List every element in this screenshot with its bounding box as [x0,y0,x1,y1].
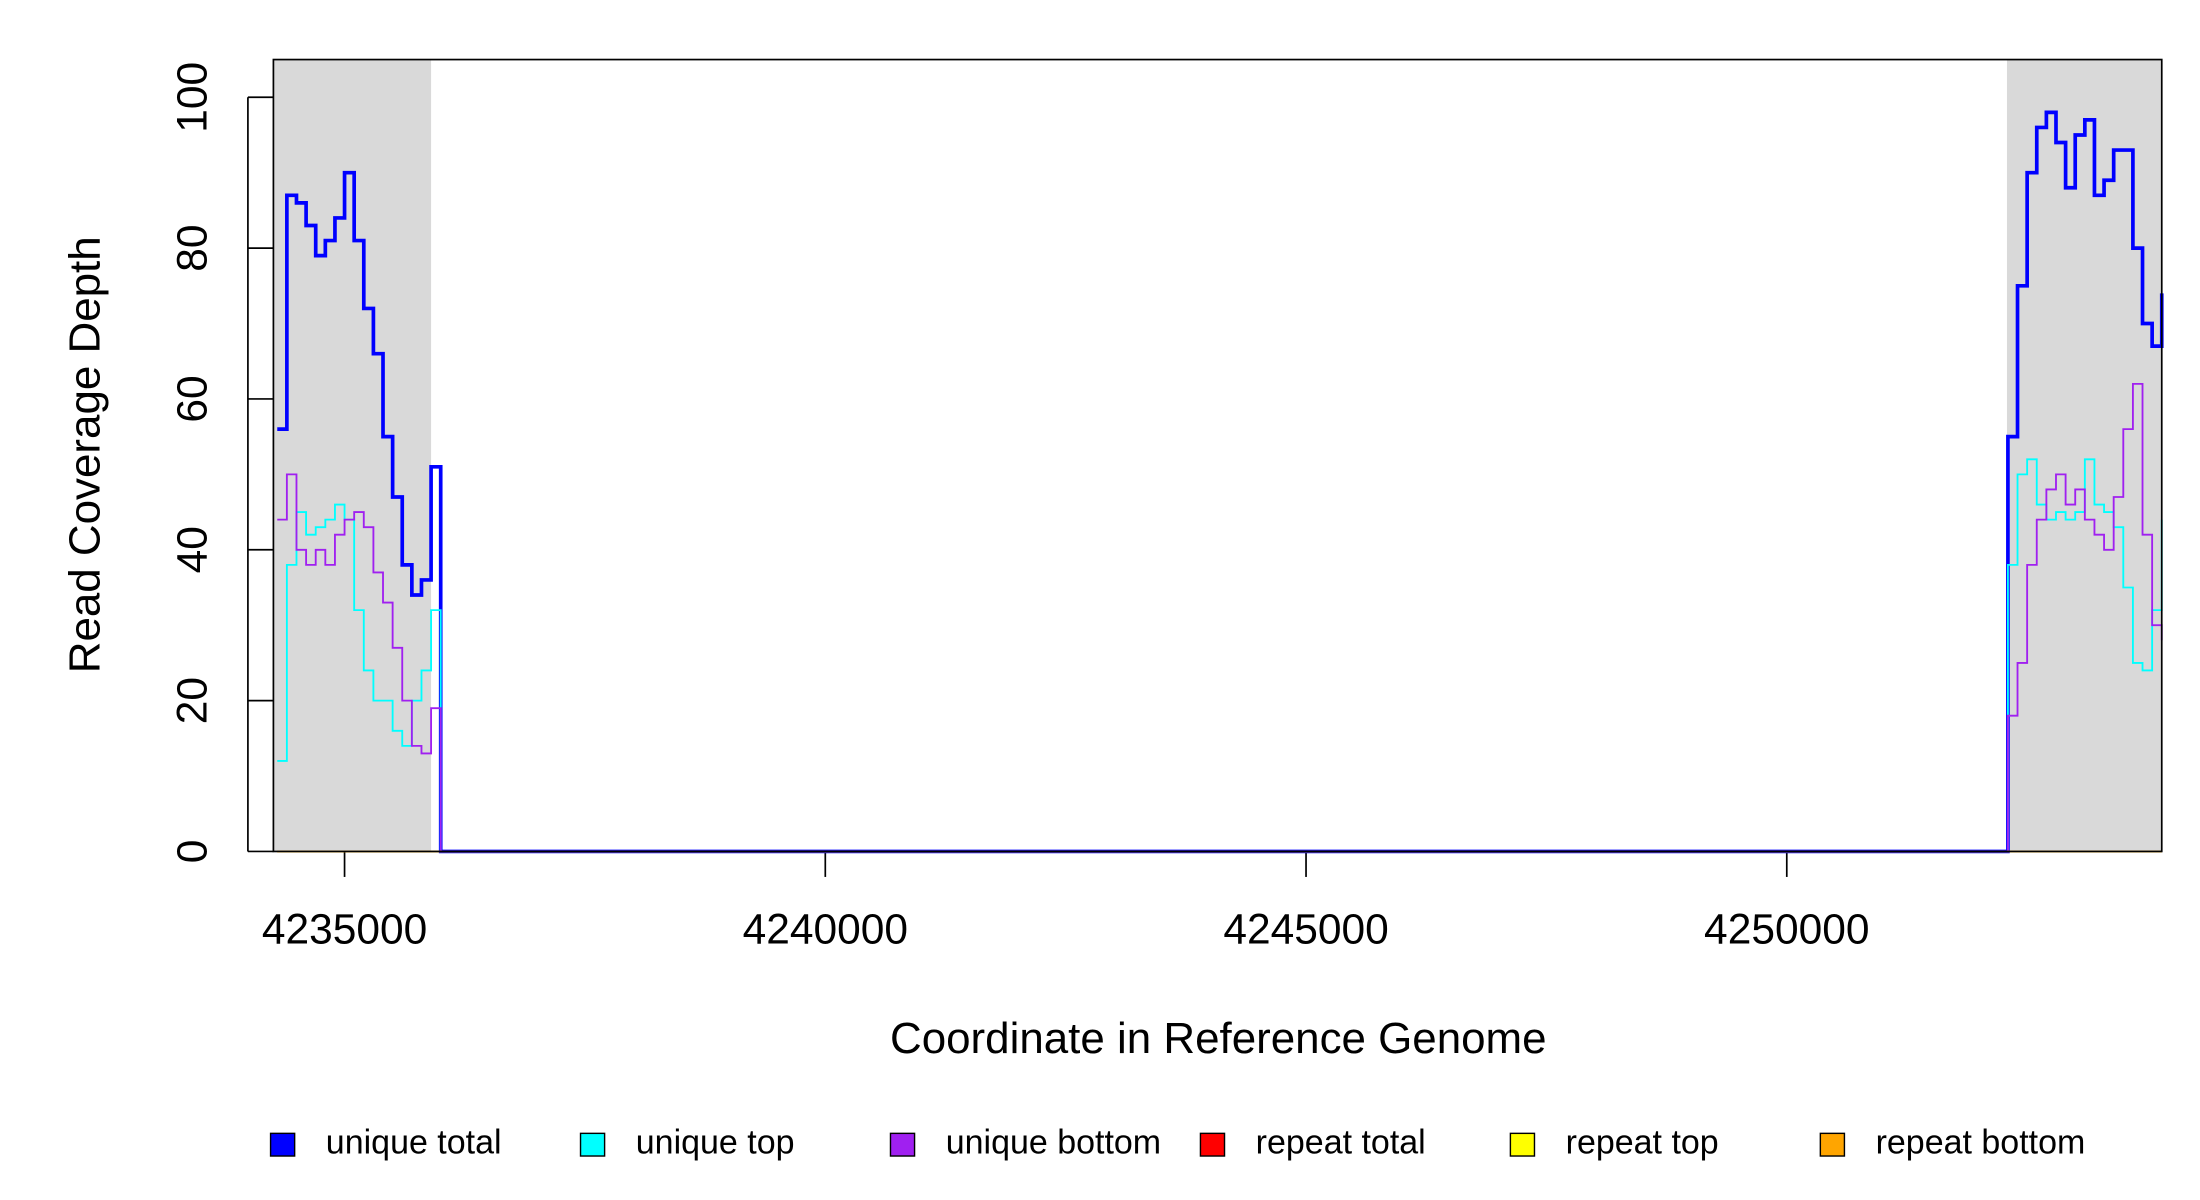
y-tick-label: 60 [170,375,217,422]
legend-swatch [1199,1132,1226,1157]
x-axis-label: Coordinate in Reference Genome [890,1014,1547,1063]
legend-label: unique top [636,1124,795,1162]
shaded-region [273,59,432,852]
legend-label: unique bottom [946,1124,1161,1162]
x-tick-label: 4235000 [262,906,427,953]
series-line [277,458,2163,853]
legend-swatch [1819,1132,1846,1157]
series-line [277,110,2164,854]
x-tick-label: 4240000 [743,906,908,953]
x-tick-label: 4250000 [1704,906,1869,953]
plot-frame [272,58,2163,853]
y-tick-label: 40 [170,526,217,573]
y-tick-label: 100 [170,62,217,133]
legend-label: repeat bottom [1876,1124,2086,1162]
legend-swatch [1509,1132,1536,1157]
legend-swatch [889,1132,916,1157]
shaded-region [2006,59,2162,852]
legend-swatch [579,1132,606,1157]
y-tick-label: 80 [170,224,217,271]
y-tick-label: 20 [170,677,217,724]
legend-label: repeat total [1256,1124,1426,1162]
legend-swatch [269,1132,296,1157]
series-line [277,382,2163,853]
legend-label: repeat top [1566,1124,1719,1162]
y-axis-label: Read Coverage Depth [60,236,109,673]
y-tick-label: 0 [170,840,217,864]
x-tick-label: 4245000 [1223,906,1388,953]
legend-label: unique total [326,1124,502,1162]
